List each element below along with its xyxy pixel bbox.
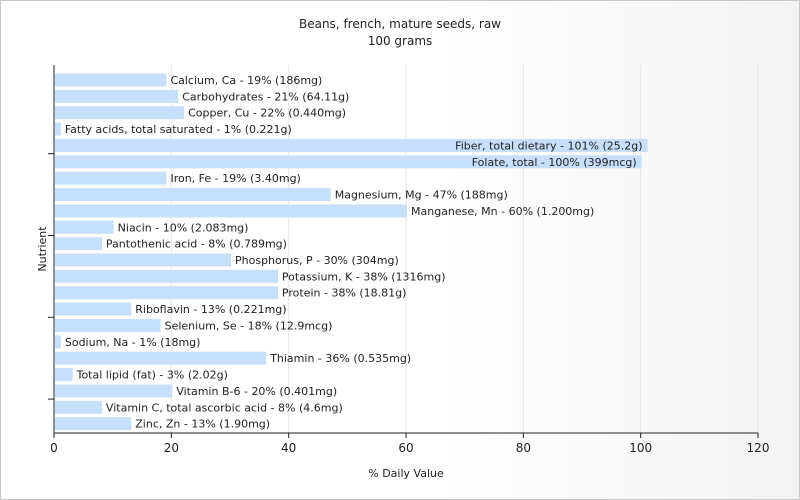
- bar: [55, 204, 407, 218]
- bar-label: Selenium, Se - 18% (12.9mcg): [165, 319, 333, 332]
- bar: [55, 171, 167, 185]
- bar: [55, 417, 132, 431]
- bar-label: Fatty acids, total saturated - 1% (0.221…: [65, 123, 292, 136]
- bar: [55, 335, 61, 349]
- bar-label: Calcium, Ca - 19% (186mg): [170, 74, 322, 87]
- bar: [55, 73, 167, 87]
- bar: [55, 138, 648, 152]
- bar-label: Pantothenic acid - 8% (0.789mg): [106, 238, 287, 251]
- bar-label: Phosphorus, P - 30% (304mg): [235, 254, 399, 267]
- bar-label: Thiamin - 36% (0.535mg): [269, 352, 411, 365]
- bar: [55, 302, 132, 316]
- x-tick-label: 60: [398, 441, 413, 455]
- bar-label: Magnesium, Mg - 47% (188mg): [335, 189, 508, 202]
- bar: [55, 351, 267, 365]
- grid-lines: [170, 65, 759, 433]
- bar: [55, 220, 114, 234]
- bar: [55, 384, 173, 398]
- bar: [55, 237, 102, 251]
- y-axis-title: Nutrient: [36, 226, 49, 272]
- bar-label: Protein - 38% (18.81g): [282, 287, 407, 300]
- axes: 0 20 40 60 80 100 120: [48, 65, 769, 455]
- bar: [55, 106, 185, 120]
- bar: [55, 269, 278, 283]
- bar-label: Zinc, Zn - 13% (1.90mg): [135, 418, 270, 431]
- bar-label: Sodium, Na - 1% (18mg): [65, 336, 201, 349]
- bar-label: Iron, Fe - 19% (3.40mg): [170, 172, 300, 185]
- x-tick-label: 40: [281, 441, 296, 455]
- chart-subtitle: 100 grams: [368, 34, 433, 48]
- x-tick-label: 80: [516, 441, 531, 455]
- bars-group: Calcium, Ca - 19% (186mg) Carbohydrates -…: [55, 73, 648, 431]
- bar-label: Vitamin B-6 - 20% (0.401mg): [176, 385, 337, 398]
- x-tick-label: 0: [50, 441, 58, 455]
- bar-label: Fiber, total dietary - 101% (25.2g): [455, 139, 642, 152]
- bar: [55, 122, 61, 136]
- bar-label: Vitamin C, total ascorbic acid - 8% (4.6…: [106, 401, 343, 414]
- bar-label: Riboflavin - 13% (0.221mg): [135, 303, 286, 316]
- bar-label: Potassium, K - 38% (1316mg): [282, 270, 446, 283]
- bar: [55, 253, 231, 267]
- bar: [55, 188, 331, 202]
- x-axis-title: % Daily Value: [368, 467, 444, 480]
- x-tick-label: 20: [164, 441, 179, 455]
- bar-label: Manganese, Mn - 60% (1.200mg): [411, 205, 594, 218]
- bar: [55, 155, 642, 169]
- bar-label: Folate, total - 100% (399mcg): [472, 156, 637, 169]
- bar: [55, 400, 102, 414]
- chart-title: Beans, french, mature seeds, raw: [299, 17, 501, 31]
- bar: [55, 368, 73, 382]
- bar-label: Total lipid (fat) - 3% (2.02g): [76, 369, 228, 382]
- bar-label: Niacin - 10% (2.083mg): [118, 221, 249, 234]
- bar-label: Carbohydrates - 21% (64.11g): [182, 90, 349, 103]
- x-tick-label: 100: [629, 441, 652, 455]
- bar: [55, 318, 161, 332]
- bar: [55, 286, 278, 300]
- bar: [55, 89, 179, 103]
- bar-label: Copper, Cu - 22% (0.440mg): [188, 107, 346, 120]
- x-tick-label: 120: [747, 441, 770, 455]
